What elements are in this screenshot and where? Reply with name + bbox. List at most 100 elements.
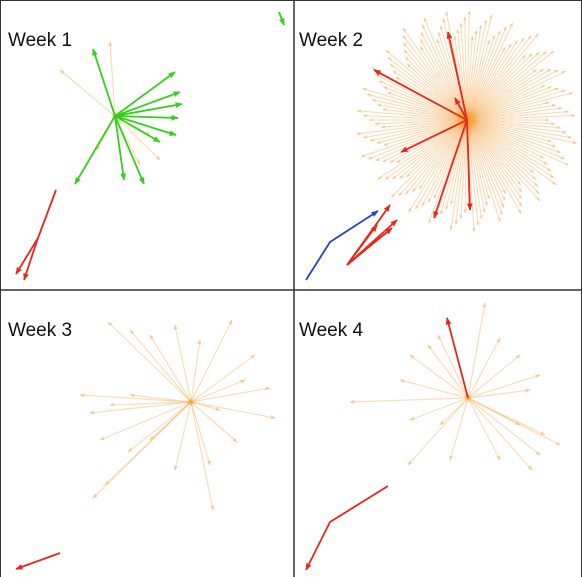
burst-spoke <box>466 53 533 121</box>
burst-spoke <box>466 119 545 159</box>
green-spoke <box>114 115 177 136</box>
green-spoke <box>74 115 116 185</box>
burst-spoke <box>360 119 468 158</box>
hub-node <box>187 398 195 406</box>
faint-spoke <box>190 401 238 443</box>
burst-spoke <box>466 92 573 121</box>
red-spoke <box>400 119 468 153</box>
faint-spoke <box>129 329 192 403</box>
faint-spoke <box>127 401 192 453</box>
faint-spoke <box>467 302 487 399</box>
burst-spoke <box>466 119 552 172</box>
red-fan-edge <box>346 227 393 266</box>
faint-spoke <box>190 401 215 511</box>
burst-spoke <box>406 63 468 121</box>
burst-spoke <box>368 119 468 160</box>
red-spoke <box>454 97 468 121</box>
burst-spoke <box>383 119 468 146</box>
burst-spoke <box>466 119 483 220</box>
burst-spoke <box>466 119 562 130</box>
faint-spoke <box>467 397 501 461</box>
faint-spoke <box>467 388 531 399</box>
burst-spoke <box>466 119 557 148</box>
burst-spoke <box>466 89 566 121</box>
faint-spoke <box>467 397 541 456</box>
faint-spoke <box>407 397 469 466</box>
green-spoke <box>114 71 176 117</box>
burst-spoke <box>459 22 468 121</box>
burst-spoke <box>369 119 468 142</box>
burst-spoke <box>445 119 468 210</box>
burst-spoke <box>374 119 468 126</box>
burst-spoke <box>466 70 566 121</box>
burst-spoke <box>466 35 532 121</box>
burst-spoke <box>466 119 540 194</box>
faint-spoke <box>149 334 192 403</box>
burst-spoke <box>466 86 552 121</box>
burst-spoke <box>466 119 556 126</box>
faint-spoke <box>467 354 521 399</box>
faint-spoke <box>79 393 192 403</box>
burst-spoke <box>466 119 501 223</box>
burst-spoke <box>466 119 480 226</box>
burst-spoke <box>466 106 563 121</box>
burst-spoke <box>466 119 554 179</box>
green-edge <box>278 11 285 26</box>
faint-spoke <box>190 401 211 466</box>
burst-spoke <box>366 93 468 121</box>
burst-spoke <box>466 104 557 121</box>
burst-spoke <box>466 51 547 121</box>
burst-spoke <box>466 43 512 121</box>
burst-spoke <box>466 119 548 165</box>
faint-spoke <box>108 41 116 117</box>
burst-spoke <box>385 49 468 121</box>
burst-spoke <box>378 80 468 121</box>
burst-spoke <box>387 56 468 121</box>
burst-spoke <box>466 33 539 121</box>
green-spoke <box>114 115 161 143</box>
faint-spoke <box>190 339 202 403</box>
burst-spoke <box>466 119 577 145</box>
faint-spoke <box>59 69 116 117</box>
burst-spoke <box>466 119 486 213</box>
faint-spoke <box>190 401 276 420</box>
faint-spoke <box>409 354 469 399</box>
burst-spoke <box>466 119 506 194</box>
burst-spoke <box>466 119 569 166</box>
green-spoke <box>114 115 145 185</box>
burst-spoke <box>398 119 468 197</box>
burst-spoke <box>466 46 506 121</box>
red-path <box>15 552 61 570</box>
red-spoke <box>445 317 469 399</box>
burst-spoke <box>466 30 501 121</box>
green-spoke <box>114 114 179 121</box>
faint-spoke <box>190 354 256 403</box>
burst-spoke <box>356 119 468 136</box>
burst-spoke <box>436 39 468 121</box>
burst-spoke <box>466 119 572 139</box>
burst-spoke <box>466 30 478 121</box>
week-1-title: Week 1 <box>8 30 73 51</box>
burst-spoke <box>466 35 495 121</box>
burst-spoke <box>454 119 468 225</box>
burst-spoke <box>362 114 468 121</box>
faint-spoke <box>89 401 192 415</box>
burst-spoke <box>415 119 468 210</box>
burst-spoke <box>466 119 523 200</box>
burst-spoke <box>466 119 503 216</box>
faint-spoke <box>467 397 521 426</box>
burst-spoke <box>466 119 537 180</box>
red-path <box>15 189 57 275</box>
burst-spoke <box>466 51 540 121</box>
faint-spoke <box>190 386 271 403</box>
faint-spoke <box>174 401 192 471</box>
burst-spoke <box>453 35 468 121</box>
faint-spoke <box>190 319 233 403</box>
burst-spoke <box>421 119 468 207</box>
faint-spoke <box>399 379 469 399</box>
burst-spoke <box>466 40 518 121</box>
green-spoke <box>114 115 126 181</box>
faint-spoke <box>349 397 469 404</box>
